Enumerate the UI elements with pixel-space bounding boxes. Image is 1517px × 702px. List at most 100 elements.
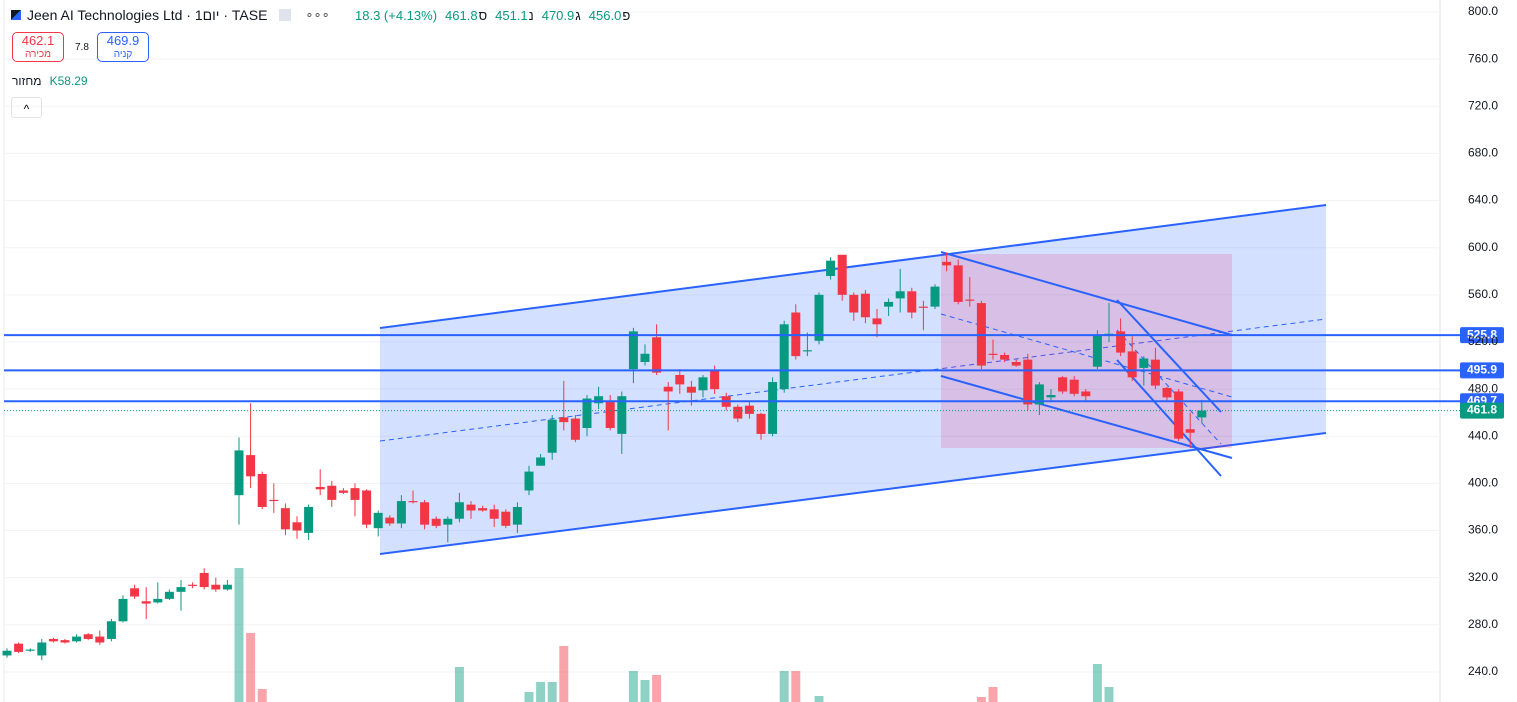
sell-label: מכירה xyxy=(24,49,52,60)
candle-body xyxy=(536,457,546,466)
candle-body xyxy=(408,501,418,503)
candle-body xyxy=(1081,391,1091,397)
collapse-button[interactable]: ^ xyxy=(11,97,42,118)
candle-body xyxy=(744,405,754,414)
volume-value: K58.29 xyxy=(49,74,88,88)
y-tick-label: 360.0 xyxy=(1468,523,1498,537)
candle-body xyxy=(1011,362,1021,366)
volume-bar xyxy=(976,697,986,702)
candle-body xyxy=(953,265,963,302)
candle-body xyxy=(559,417,569,423)
candle-body xyxy=(988,353,998,355)
candle-body xyxy=(280,508,290,530)
price-tag-label: 461.8 xyxy=(1467,403,1497,417)
candle-body xyxy=(60,640,70,643)
candle-body xyxy=(837,254,847,295)
volume-bar xyxy=(652,675,662,702)
candle-body xyxy=(257,473,267,507)
candle-body xyxy=(2,650,12,656)
y-tick-label: 240.0 xyxy=(1468,664,1498,678)
candle-body xyxy=(14,643,24,652)
ohlc-change: 18.3 (+4.13%) xyxy=(355,8,438,23)
candle-body xyxy=(106,621,116,639)
candle-body xyxy=(570,418,580,440)
y-tick-label: 320.0 xyxy=(1468,570,1498,584)
y-tick-label: 720.0 xyxy=(1468,98,1498,112)
candle-body xyxy=(222,584,232,590)
y-tick-label: 600.0 xyxy=(1468,240,1498,254)
candle-body xyxy=(710,370,720,390)
candle-body xyxy=(768,382,778,434)
candle-body xyxy=(802,350,812,352)
candle-body xyxy=(640,353,650,363)
candle-body xyxy=(1127,351,1137,378)
candle-body xyxy=(675,374,685,385)
candle-body xyxy=(628,331,638,370)
candle-body xyxy=(512,506,522,525)
ohlc-item: פ 456.0 xyxy=(589,8,630,23)
ohlc-label: פ xyxy=(622,8,631,23)
candle-body xyxy=(83,634,93,639)
volume-bar xyxy=(791,671,801,702)
down-channel-line xyxy=(940,375,1233,459)
channel-mid xyxy=(379,318,1327,442)
candle-body xyxy=(756,413,766,434)
candle-body xyxy=(1000,354,1010,360)
volume-bar xyxy=(524,692,534,702)
candle-body xyxy=(350,488,360,500)
volume-label: מחזור xyxy=(12,74,42,88)
candle-body xyxy=(454,502,464,519)
y-tick-label: 440.0 xyxy=(1468,428,1498,442)
candle-body xyxy=(37,642,47,656)
channel-line xyxy=(379,204,1327,329)
candle-body xyxy=(698,377,708,391)
candle-body xyxy=(269,499,279,502)
candle-body xyxy=(72,636,82,642)
ohlc-item: נ 451.1 xyxy=(495,8,534,23)
candle-body xyxy=(1162,387,1172,398)
candle-body xyxy=(315,486,325,490)
candle-body xyxy=(849,294,859,313)
candle-body xyxy=(489,509,499,519)
candle-body xyxy=(1150,359,1160,386)
candle-body xyxy=(176,587,186,592)
volume-bar xyxy=(779,671,789,702)
symbol: Jeen AI Technologies Ltd · 1יום · TASE xyxy=(27,7,268,23)
candle-body xyxy=(443,518,453,525)
y-tick-label: 520.0 xyxy=(1468,334,1498,348)
symbol-icon xyxy=(11,10,21,20)
candle-body xyxy=(1116,331,1126,353)
candle-body xyxy=(431,518,441,526)
volume-bar xyxy=(234,568,244,702)
candle-body xyxy=(884,301,894,307)
candle-body xyxy=(130,588,140,597)
candle-body xyxy=(779,324,789,390)
candle-body xyxy=(814,294,824,341)
buy-button[interactable]: 469.9 קניה xyxy=(97,32,149,62)
candle-body xyxy=(199,572,209,588)
ohlc-value: 470.9 xyxy=(541,8,575,23)
candle-body xyxy=(188,584,198,586)
volume-bar xyxy=(628,671,638,702)
ohlc-item: ג 470.9 xyxy=(542,8,581,23)
ohlc-item: ס 461.8 xyxy=(445,8,487,23)
volume-bar xyxy=(454,667,464,702)
candle-body xyxy=(396,501,406,524)
candle-body xyxy=(652,337,662,373)
volume-bar xyxy=(988,687,998,702)
flag-icon[interactable] xyxy=(279,9,292,21)
symbol-bar: Jeen AI Technologies Ltd · 1יום · TASE ∘… xyxy=(5,3,352,27)
down-channel-line xyxy=(940,251,1233,336)
candle-body xyxy=(1197,410,1207,418)
steep-channel-line xyxy=(1116,359,1222,477)
candle-body xyxy=(304,506,314,533)
ohlc-value: 461.8 xyxy=(445,8,478,23)
y-tick-label: 480.0 xyxy=(1468,381,1498,395)
candle-body xyxy=(686,386,696,393)
candle-body xyxy=(153,598,163,603)
sell-button[interactable]: 462.1 מכירה xyxy=(12,32,64,62)
candle-body xyxy=(141,601,151,604)
more[interactable]: ∘∘∘ xyxy=(305,7,330,22)
candle-body xyxy=(826,260,836,276)
